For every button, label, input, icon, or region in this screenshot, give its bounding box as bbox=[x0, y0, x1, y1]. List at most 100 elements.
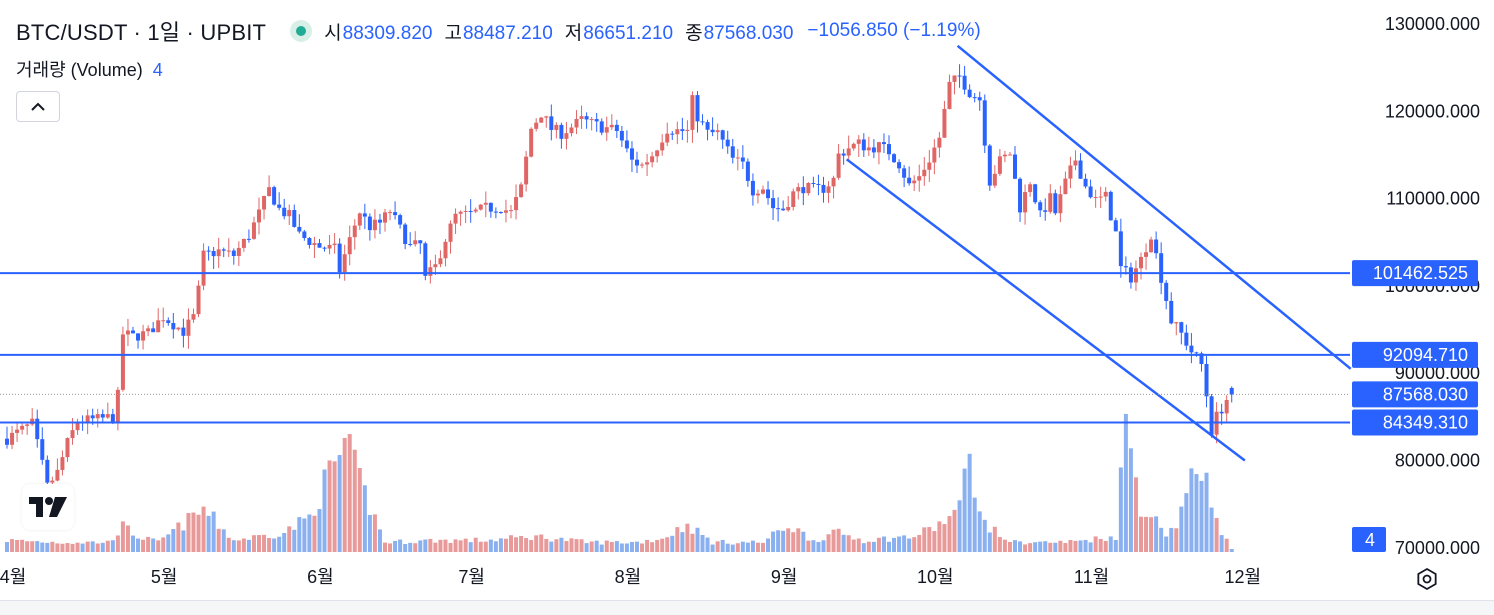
price-tick-label: 110000.000 bbox=[1386, 189, 1480, 209]
candle-body bbox=[665, 133, 670, 143]
level-price-badge: 101462.525 bbox=[1373, 263, 1468, 283]
volume-bar bbox=[881, 536, 886, 552]
volume-bar bbox=[226, 537, 231, 552]
volume-bar bbox=[393, 540, 398, 552]
candle-body bbox=[388, 212, 393, 214]
candle-body bbox=[393, 212, 398, 216]
volume-bar bbox=[473, 537, 478, 552]
candle-body bbox=[55, 469, 60, 481]
market-status-icon[interactable] bbox=[290, 20, 313, 42]
candle-body bbox=[846, 148, 851, 156]
candle-body bbox=[191, 314, 196, 320]
volume-bar bbox=[514, 537, 519, 552]
volume-legend[interactable]: 거래량 (Volume) 4 bbox=[16, 56, 163, 82]
candle-body bbox=[1053, 193, 1058, 214]
volume-bar bbox=[554, 539, 559, 552]
volume-bar bbox=[136, 538, 141, 552]
volume-bar bbox=[922, 527, 927, 552]
price-tick-label: 80000.000 bbox=[1395, 451, 1480, 471]
symbol-title[interactable]: BTC/USDT · 1일 · UPBIT bbox=[16, 20, 267, 45]
volume-bar bbox=[826, 534, 831, 552]
candle-body bbox=[282, 207, 287, 217]
collapse-legend-button[interactable] bbox=[16, 91, 60, 122]
volume-bar bbox=[277, 536, 282, 552]
volume-bar bbox=[1159, 527, 1164, 552]
candle-body bbox=[105, 414, 110, 418]
volume-bar bbox=[211, 511, 216, 552]
candle-body bbox=[241, 238, 246, 248]
candle-body bbox=[1164, 282, 1169, 301]
volume-bar bbox=[1128, 448, 1133, 552]
volume-bar bbox=[740, 541, 745, 552]
volume-bar bbox=[1219, 535, 1224, 552]
volume-bar bbox=[297, 517, 302, 552]
candle-body bbox=[1103, 191, 1108, 197]
candle-body bbox=[468, 210, 473, 212]
candle-body bbox=[231, 250, 236, 256]
volume-bar bbox=[1038, 541, 1043, 552]
candle-body bbox=[801, 187, 806, 194]
volume-bar bbox=[957, 500, 962, 552]
tradingview-logo-icon[interactable] bbox=[22, 484, 74, 530]
volume-bar bbox=[1007, 541, 1012, 552]
candle-body bbox=[816, 183, 821, 185]
candle-body bbox=[766, 189, 771, 199]
candle-body bbox=[95, 414, 100, 419]
candle-body bbox=[549, 116, 554, 130]
volume-bar bbox=[796, 528, 801, 552]
volume-bar bbox=[1149, 517, 1154, 552]
volume-bar bbox=[241, 538, 246, 552]
candle-body bbox=[1033, 184, 1038, 203]
candle-body bbox=[897, 162, 902, 169]
level-price-badge-bg bbox=[1352, 260, 1478, 287]
candle-body bbox=[579, 116, 584, 119]
candle-body bbox=[65, 438, 70, 458]
level-price-badge: 84349.310 bbox=[1383, 413, 1468, 433]
volume-bar bbox=[216, 528, 221, 552]
volume-bar bbox=[579, 539, 584, 552]
volume-bar bbox=[609, 541, 614, 552]
volume-bar bbox=[262, 534, 267, 552]
volume-bar bbox=[690, 533, 695, 552]
candle-body bbox=[650, 156, 655, 163]
candle-body bbox=[574, 118, 579, 128]
volume-bar bbox=[1108, 536, 1113, 552]
volume-bar bbox=[584, 543, 589, 552]
volume-bar bbox=[131, 535, 135, 552]
volume-bar bbox=[791, 532, 796, 552]
volume-bar bbox=[267, 538, 272, 552]
candle-body bbox=[892, 154, 897, 163]
volume-bar bbox=[347, 434, 352, 552]
time-tick-label: 11월 bbox=[1074, 567, 1109, 587]
price-axis: 130000.000120000.000110000.000100000.000… bbox=[1352, 14, 1480, 558]
candle-body bbox=[730, 146, 735, 158]
volume-bar bbox=[302, 518, 307, 552]
candle-body bbox=[1002, 154, 1007, 157]
price-chart[interactable]: 130000.000120000.000110000.000100000.000… bbox=[0, 0, 1494, 600]
candle-body bbox=[1068, 165, 1073, 179]
candle-body bbox=[141, 331, 146, 341]
last-price-badge: 87568.030 bbox=[1383, 384, 1468, 404]
candle-body bbox=[131, 330, 135, 334]
candle-body bbox=[1118, 231, 1123, 267]
candle-body bbox=[1159, 253, 1164, 283]
volume-bar bbox=[766, 538, 771, 552]
last-price-badge-bg bbox=[1352, 381, 1478, 408]
candle-body bbox=[181, 327, 186, 336]
candle-body bbox=[1144, 252, 1149, 257]
volume-bar bbox=[745, 542, 750, 552]
volume-bar bbox=[599, 544, 604, 552]
volume-bar bbox=[645, 539, 650, 552]
candle-body bbox=[871, 147, 876, 153]
volume-bar bbox=[95, 543, 100, 552]
volume-bar bbox=[307, 514, 312, 552]
candle-body bbox=[262, 196, 267, 210]
volume-bar bbox=[1023, 544, 1028, 552]
volume-bar bbox=[806, 540, 811, 552]
gear-icon[interactable] bbox=[1412, 564, 1442, 594]
volume-bar bbox=[962, 468, 967, 552]
drawings[interactable] bbox=[0, 44, 1352, 462]
volume-bar bbox=[519, 535, 524, 552]
candle-body bbox=[302, 231, 307, 238]
candle-body bbox=[635, 159, 639, 166]
